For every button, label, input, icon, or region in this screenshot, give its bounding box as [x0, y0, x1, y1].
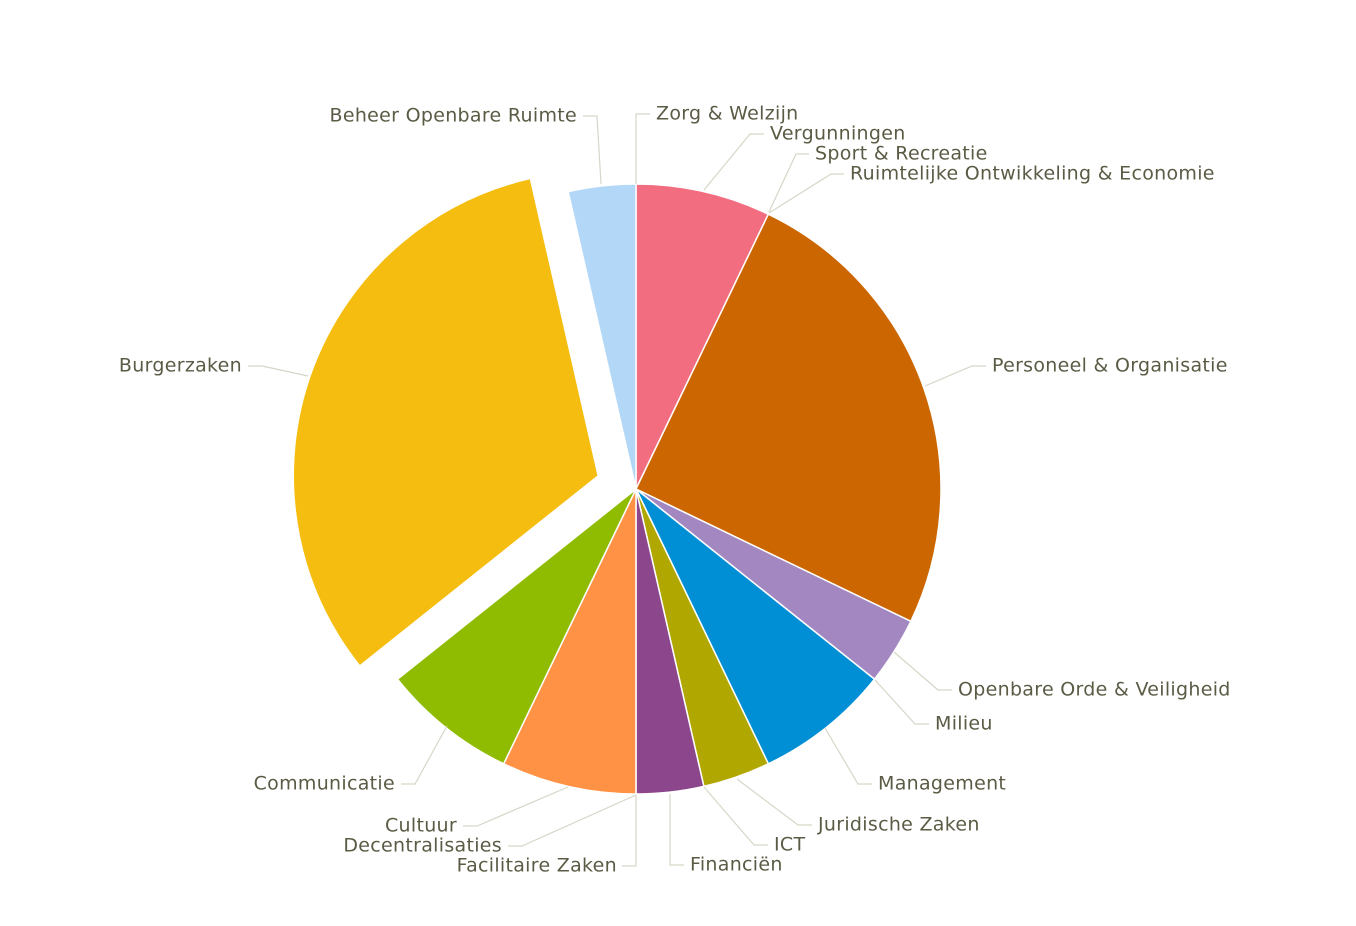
slice-label-openbare-orde-en-veiligheid: Openbare Orde & Veiligheid: [958, 679, 1231, 701]
leader-line-communicatie: [401, 725, 448, 785]
leader-line-beheer-openbare-ruimte: [583, 115, 602, 185]
leader-line-cultuur: [463, 786, 569, 827]
pie-slice-cultuur[interactable]: [502, 488, 637, 795]
slice-label-zorg-en-welzijn: Zorg & Welzijn: [656, 103, 799, 125]
pie-slices: [292, 177, 942, 795]
leader-line-milieu: [874, 679, 929, 725]
pie-slice-zorg-en-welzijn[interactable]: [635, 183, 770, 490]
slice-label-ruimtelijke-ontwikkeling-en-economie: Ruimtelijke Ontwikkeling & Economie: [850, 163, 1215, 185]
leader-line-decentralisaties: [508, 794, 637, 847]
slice-label-milieu: Milieu: [935, 713, 993, 735]
pie-slice-burgerzaken[interactable]: [292, 177, 600, 668]
slice-label-vergunningen: Vergunningen: [770, 123, 906, 145]
slice-label-personeel-en-organisatie: Personeel & Organisatie: [992, 355, 1228, 377]
leader-line-zorg-en-welzijn: [635, 113, 650, 184]
slice-label-sport-en-recreatie: Sport & Recreatie: [815, 143, 988, 165]
leader-line-financien: [669, 794, 684, 866]
leader-line-burgerzaken: [248, 365, 309, 377]
slice-label-ict: ICT: [774, 834, 805, 856]
leader-line-facilitaire-zaken: [622, 795, 637, 867]
pie-slice-management[interactable]: [635, 488, 876, 765]
slice-label-management: Management: [878, 773, 1006, 795]
slice-label-beheer-openbare-ruimte: Beheer Openbare Ruimte: [330, 105, 578, 127]
leader-lines: [248, 113, 986, 867]
slice-label-juridische-zaken: Juridische Zaken: [817, 814, 980, 836]
leader-line-personeel-en-organisatie: [924, 365, 986, 387]
leader-line-juridische-zaken: [736, 778, 812, 826]
slice-label-decentralisaties: Decentralisaties: [343, 835, 502, 857]
leader-line-ruimtelijke-ontwikkeling-en-economie: [768, 173, 844, 214]
slice-label-facilitaire-zaken: Facilitaire Zaken: [457, 855, 617, 877]
pie-slice-personeel-en-organisatie[interactable]: [634, 213, 942, 623]
slice-label-communicatie: Communicatie: [254, 773, 395, 795]
slice-label-burgerzaken: Burgerzaken: [119, 355, 242, 377]
slice-label-cultuur: Cultuur: [385, 815, 457, 837]
leader-line-management: [824, 727, 872, 785]
leader-line-sport-en-recreatie: [768, 153, 809, 213]
leader-line-openbare-orde-en-veiligheid: [893, 651, 952, 691]
slice-label-financien: Financiën: [690, 854, 783, 876]
leader-line-ict: [703, 786, 768, 846]
leader-line-vergunningen: [703, 133, 764, 191]
